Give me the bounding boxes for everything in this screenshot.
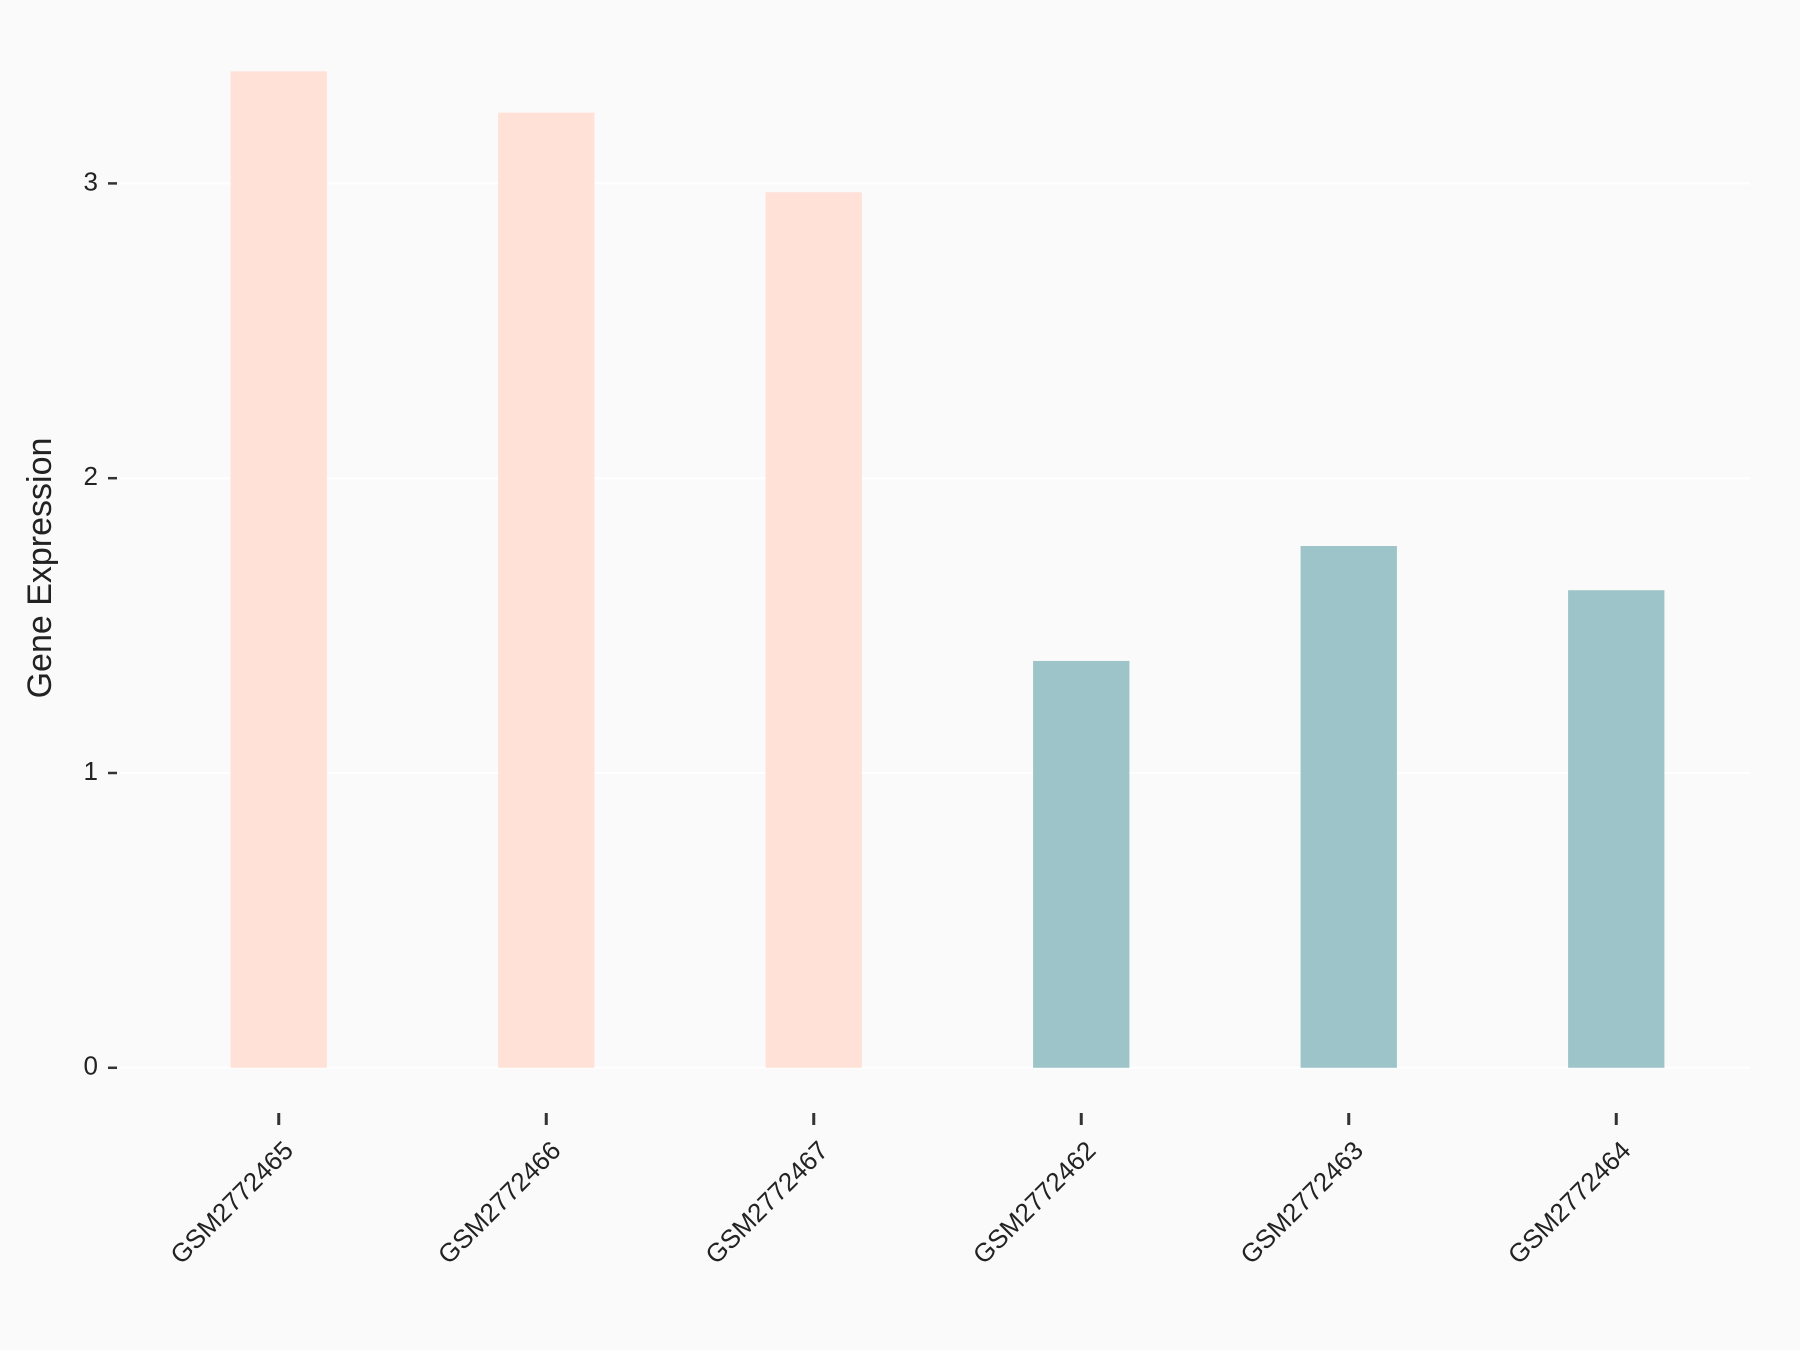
- y-tick-label: 3: [84, 166, 98, 196]
- y-tick-label: 2: [84, 461, 98, 491]
- bar: [1568, 590, 1665, 1068]
- bar: [1033, 660, 1130, 1068]
- y-tick-label: 1: [84, 756, 98, 786]
- bar: [1300, 545, 1397, 1068]
- y-tick-label: 0: [84, 1051, 98, 1081]
- bar: [498, 112, 595, 1068]
- bar: [765, 192, 862, 1068]
- y-axis-label: Gene Expression: [21, 438, 59, 699]
- bar: [230, 71, 327, 1068]
